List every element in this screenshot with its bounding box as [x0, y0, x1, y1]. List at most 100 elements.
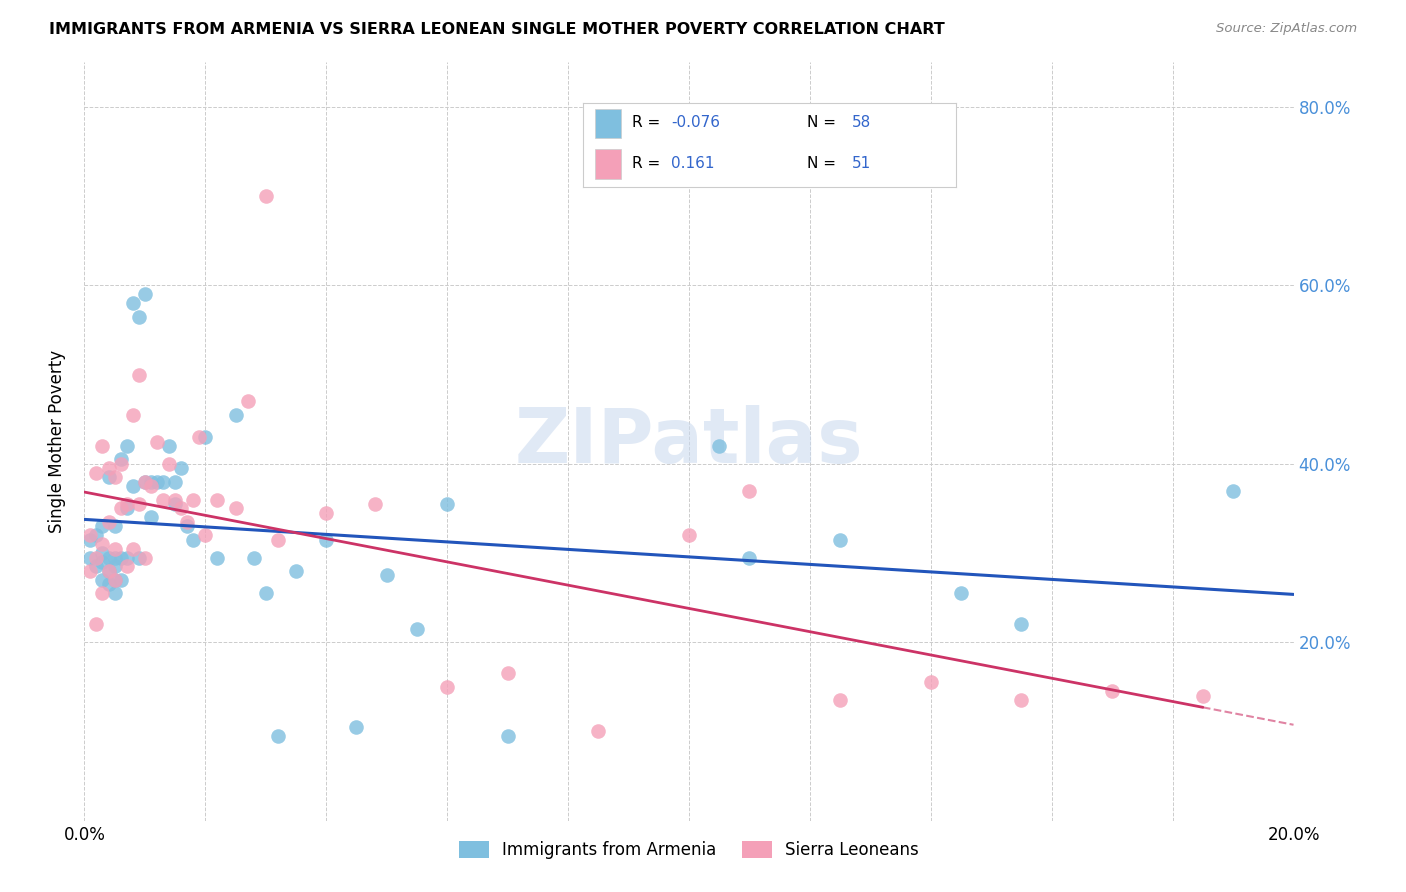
- Point: [346, 720, 368, 734]
- Point: [1192, 689, 1215, 703]
- Point: [104, 586, 127, 600]
- Point: [267, 729, 290, 743]
- Point: [79, 564, 101, 578]
- Point: [97, 577, 120, 591]
- Point: [104, 559, 127, 574]
- Point: [709, 439, 731, 453]
- Point: [86, 559, 108, 574]
- Point: [139, 479, 162, 493]
- Point: [86, 528, 108, 542]
- Point: [97, 564, 120, 578]
- Point: [79, 533, 101, 547]
- Point: [121, 479, 143, 493]
- Point: [110, 550, 132, 565]
- Point: [115, 501, 138, 516]
- Point: [139, 510, 162, 524]
- Point: [950, 586, 973, 600]
- Point: [115, 550, 138, 565]
- Point: [134, 550, 156, 565]
- Point: [91, 519, 114, 533]
- Point: [920, 675, 942, 690]
- Point: [91, 573, 114, 587]
- Point: [207, 550, 229, 565]
- Point: [165, 497, 187, 511]
- Point: [115, 559, 138, 574]
- Point: [134, 475, 156, 489]
- Point: [181, 492, 204, 507]
- Point: [91, 537, 114, 551]
- Legend: Immigrants from Armenia, Sierra Leoneans: Immigrants from Armenia, Sierra Leoneans: [453, 834, 925, 865]
- Point: [86, 466, 108, 480]
- Point: [128, 368, 150, 382]
- Point: [830, 533, 852, 547]
- Point: [165, 492, 187, 507]
- Point: [157, 457, 180, 471]
- Point: [104, 541, 127, 556]
- Point: [115, 439, 138, 453]
- Point: [97, 461, 120, 475]
- Text: IMMIGRANTS FROM ARMENIA VS SIERRA LEONEAN SINGLE MOTHER POVERTY CORRELATION CHAR: IMMIGRANTS FROM ARMENIA VS SIERRA LEONEA…: [49, 22, 945, 37]
- Point: [139, 475, 162, 489]
- Point: [110, 452, 132, 467]
- Point: [97, 564, 120, 578]
- Point: [91, 586, 114, 600]
- Point: [406, 622, 429, 636]
- Point: [830, 693, 852, 707]
- Point: [110, 501, 132, 516]
- Point: [170, 501, 193, 516]
- Point: [375, 568, 398, 582]
- Point: [194, 528, 217, 542]
- Point: [188, 430, 211, 444]
- Point: [496, 666, 519, 681]
- Point: [315, 533, 337, 547]
- Point: [104, 573, 127, 587]
- Point: [146, 434, 169, 449]
- Point: [1011, 617, 1033, 632]
- Point: [121, 296, 143, 310]
- Point: [121, 541, 143, 556]
- Point: [181, 533, 204, 547]
- Point: [110, 457, 132, 471]
- Text: N =: N =: [807, 115, 841, 130]
- Point: [104, 519, 127, 533]
- Point: [134, 287, 156, 301]
- Point: [86, 617, 108, 632]
- Point: [678, 528, 700, 542]
- Text: R =: R =: [631, 156, 665, 171]
- Point: [436, 497, 458, 511]
- Text: Source: ZipAtlas.com: Source: ZipAtlas.com: [1216, 22, 1357, 36]
- Text: ZIPatlas: ZIPatlas: [515, 405, 863, 478]
- Text: 0.161: 0.161: [671, 156, 714, 171]
- Text: R =: R =: [631, 115, 665, 130]
- Point: [91, 439, 114, 453]
- Point: [104, 470, 127, 484]
- Point: [194, 430, 217, 444]
- Point: [225, 501, 247, 516]
- FancyBboxPatch shape: [595, 109, 621, 138]
- Text: 51: 51: [852, 156, 870, 171]
- Point: [97, 550, 120, 565]
- Point: [207, 492, 229, 507]
- Point: [1222, 483, 1244, 498]
- Point: [170, 461, 193, 475]
- Point: [79, 550, 101, 565]
- Point: [157, 439, 180, 453]
- Point: [363, 497, 385, 511]
- Point: [1101, 684, 1123, 698]
- Point: [110, 573, 132, 587]
- Point: [315, 506, 337, 520]
- Point: [588, 724, 610, 739]
- Point: [79, 528, 101, 542]
- Point: [146, 475, 169, 489]
- Point: [436, 680, 458, 694]
- Point: [165, 475, 187, 489]
- Text: 58: 58: [852, 115, 870, 130]
- Point: [1011, 693, 1033, 707]
- Point: [91, 546, 114, 560]
- Y-axis label: Single Mother Poverty: Single Mother Poverty: [48, 350, 66, 533]
- Point: [738, 550, 761, 565]
- FancyBboxPatch shape: [595, 149, 621, 178]
- Point: [152, 475, 174, 489]
- Point: [121, 408, 143, 422]
- Point: [176, 519, 198, 533]
